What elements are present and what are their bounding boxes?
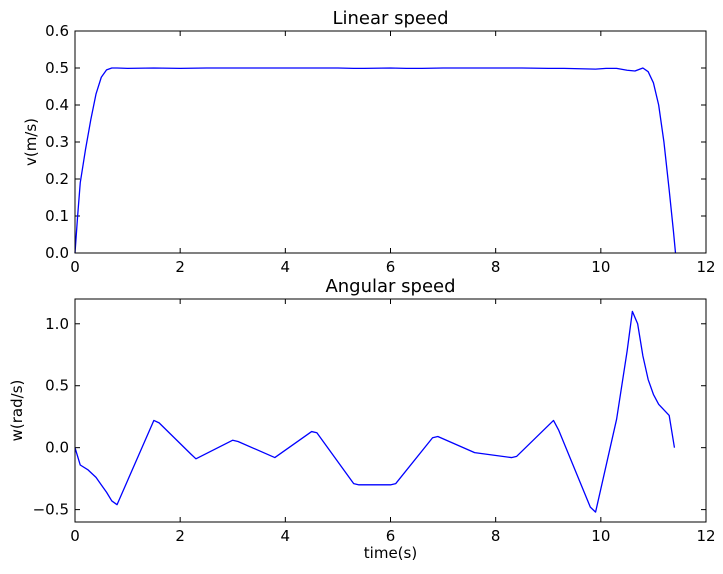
x-tick-label: 10	[591, 527, 610, 545]
y-tick-label: 0.6	[45, 22, 69, 40]
chart-title: Angular speed	[325, 276, 455, 297]
y-tick-label: 0.0	[45, 244, 69, 262]
y-tick-label: 0.5	[45, 377, 69, 395]
y-axis-label: v(m/s)	[22, 118, 40, 166]
y-axis-label: w(rad/s)	[8, 380, 26, 442]
x-tick-label: 12	[696, 258, 715, 276]
series-line	[74, 67, 677, 254]
plot-frame	[74, 30, 707, 254]
y-tick-label: −0.5	[33, 501, 69, 519]
y-tick-label: 1.0	[45, 315, 69, 333]
y-tick-label: 0.1	[45, 207, 69, 225]
y-tick-label: 0.3	[45, 133, 69, 151]
x-tick-label: 2	[175, 527, 185, 545]
x-axis-label: time(s)	[364, 544, 417, 562]
y-tick-label: 0.0	[45, 439, 69, 457]
x-tick-label: 4	[281, 527, 291, 545]
y-tick-label: 0.4	[45, 96, 69, 114]
x-tick-label: 6	[386, 258, 396, 276]
x-tick-label: 2	[175, 258, 185, 276]
series-line	[74, 310, 676, 513]
x-tick-label: 0	[70, 258, 80, 276]
x-tick-label: 8	[491, 527, 501, 545]
x-tick-label: 0	[70, 527, 80, 545]
x-tick-label: 4	[281, 258, 291, 276]
y-tick-label: 0.2	[45, 170, 69, 188]
x-tick-label: 10	[591, 258, 610, 276]
x-tick-label: 8	[491, 258, 501, 276]
linear-speed-plot: Linear speed 0 2 4 6 8 10 12 0.0 0.1 0.2 0.3 0.4 0.5 0…	[22, 8, 716, 276]
y-tick-label: 0.5	[45, 59, 69, 77]
x-tick-label: 12	[696, 527, 715, 545]
plot-frame	[74, 298, 707, 523]
chart-title: Linear speed	[332, 8, 448, 29]
x-tick-label: 6	[386, 527, 396, 545]
angular-speed-plot: Angular speed 0 2 4 6 8 10 12 −0.5 0.0 0.5 1.0 w(rad…	[8, 276, 716, 562]
